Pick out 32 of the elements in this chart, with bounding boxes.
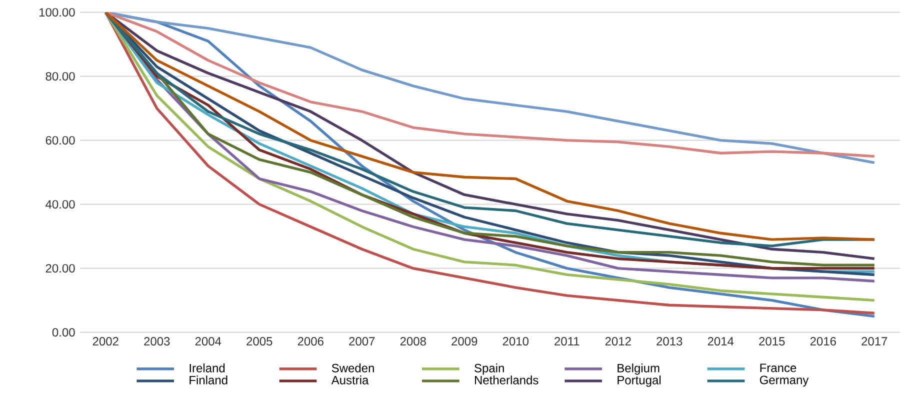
x-tick-label: 2011 <box>554 337 580 346</box>
x-tick-label: 2014 <box>708 337 734 346</box>
y-tick-label: 20.00 <box>46 264 75 273</box>
x-tick-label: 2004 <box>195 337 222 346</box>
y-tick-label: 80.00 <box>46 72 75 81</box>
x-tick-label: 2003 <box>144 337 170 346</box>
x-tick-label: 2015 <box>759 337 785 346</box>
legend-label: Belgium <box>618 364 660 375</box>
legend-label: Finland <box>190 376 228 384</box>
x-tick-label: 2006 <box>298 337 324 346</box>
x-tick-label: 2009 <box>452 337 478 346</box>
x-tick-label: 2016 <box>810 337 836 346</box>
x-tick-label: 2002 <box>92 337 118 346</box>
legend-label: Ireland <box>190 364 225 372</box>
legend-label: France <box>760 364 796 372</box>
y-tick-label: 100.00 <box>40 8 75 17</box>
y-tick-label: 60.00 <box>46 136 75 145</box>
legend-label: Netherlands <box>474 376 538 384</box>
x-tick-label: 2010 <box>502 337 529 346</box>
x-tick-label: 2013 <box>656 337 682 346</box>
x-tick-label: 2007 <box>349 337 375 346</box>
x-tick-label: 2012 <box>605 337 631 346</box>
legend-label: Austria <box>331 376 369 384</box>
legend-label: Germany <box>760 376 809 387</box>
x-tick-label: 2017 <box>862 337 888 346</box>
legend-label: Spain <box>474 364 504 375</box>
y-tick-label: 40.00 <box>46 200 75 209</box>
x-tick-label: 2005 <box>246 337 272 346</box>
legend-label: Portugal <box>618 376 661 387</box>
legend-label: Sweden <box>332 364 374 372</box>
y-tick-label: 0.00 <box>52 328 75 337</box>
x-tick-label: 2008 <box>400 337 426 346</box>
